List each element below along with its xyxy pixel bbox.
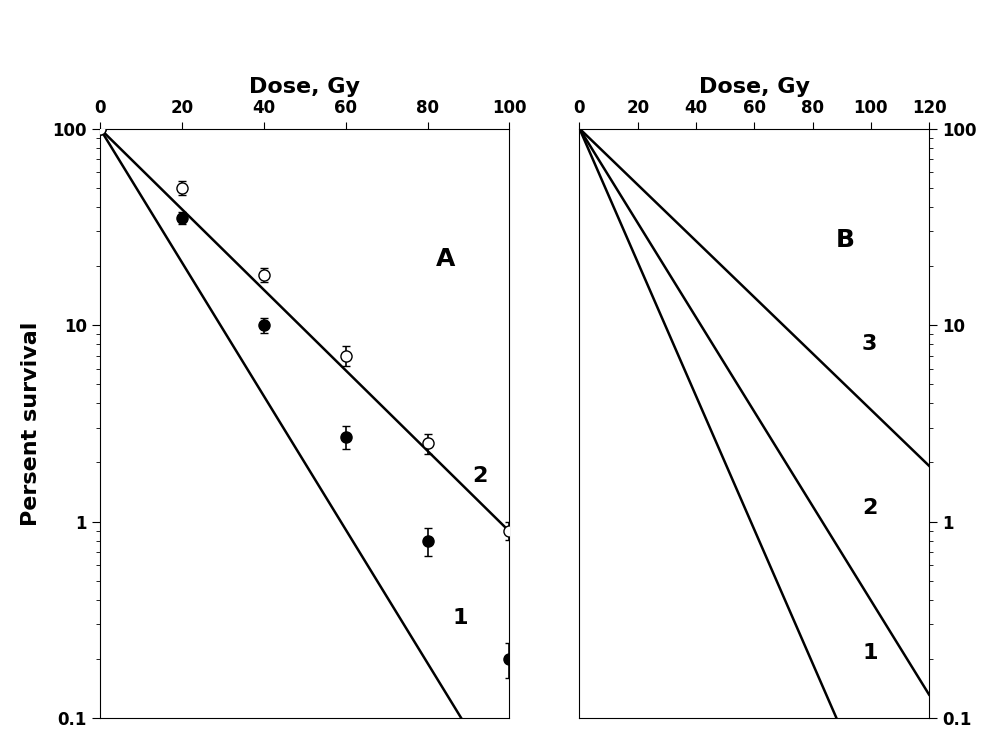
Text: B: B — [836, 228, 855, 252]
X-axis label: Dose, Gy: Dose, Gy — [698, 77, 810, 98]
Text: 3: 3 — [862, 333, 877, 354]
Text: 1: 1 — [862, 643, 877, 663]
Text: 2: 2 — [473, 466, 488, 485]
Text: 2: 2 — [862, 497, 877, 518]
Text: A: A — [436, 247, 456, 271]
X-axis label: Dose, Gy: Dose, Gy — [249, 77, 361, 98]
Text: 1: 1 — [453, 609, 468, 628]
Y-axis label: Persent survival: Persent survival — [21, 321, 41, 525]
